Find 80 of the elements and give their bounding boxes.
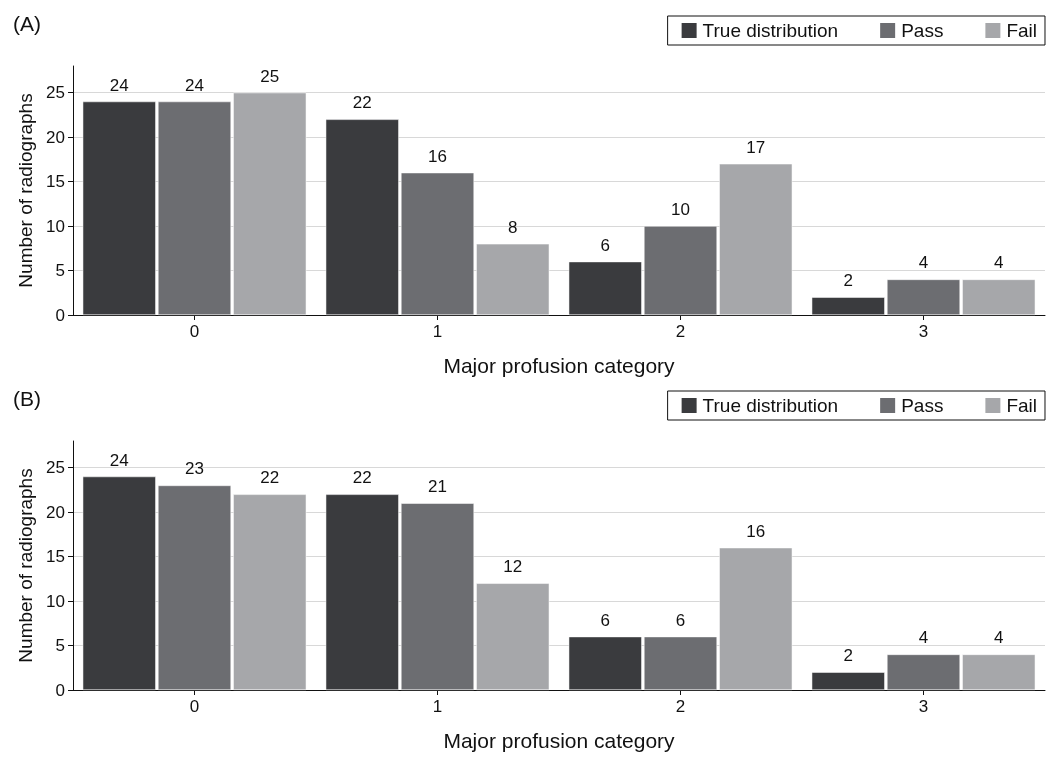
data-label: 10 (671, 200, 690, 220)
data-label: 22 (260, 468, 280, 488)
chart-title: (B) (13, 387, 41, 410)
y-tick-label: 25 (46, 458, 65, 478)
y-tick-label: 25 (46, 83, 65, 103)
bar (82, 476, 156, 690)
bar (568, 261, 642, 315)
bar (325, 494, 399, 690)
bar (962, 654, 1036, 690)
bar (719, 163, 793, 315)
legend-label: Fail (1006, 395, 1038, 416)
x-tick-label: 3 (918, 697, 929, 716)
data-label: 21 (428, 477, 447, 497)
y-tick-label: 15 (46, 172, 65, 192)
bar (325, 119, 399, 315)
data-label: 6 (600, 610, 610, 630)
x-tick-label: 1 (432, 697, 443, 716)
y-tick-label: 20 (46, 502, 65, 522)
bar (157, 101, 232, 315)
x-tick-label: 1 (432, 322, 443, 341)
data-label: 16 (428, 146, 447, 166)
bar (82, 101, 156, 315)
legend-label: Pass (901, 20, 944, 41)
data-label: 8 (508, 217, 518, 237)
legend-label: True distribution (702, 20, 839, 41)
data-label: 4 (994, 253, 1004, 273)
data-label: 2 (843, 271, 853, 291)
y-tick-label: 15 (46, 547, 65, 567)
bar (476, 583, 550, 690)
x-tick-label: 0 (189, 697, 200, 716)
bar (719, 547, 793, 690)
bar (886, 279, 961, 315)
y-tick-label: 10 (46, 591, 65, 611)
bar (643, 226, 718, 315)
x-tick-label: 2 (675, 697, 686, 716)
x-axis-title: Major profusion category (443, 354, 676, 377)
legend-label: Pass (901, 395, 944, 416)
x-tick-label: 3 (918, 322, 929, 341)
data-label: 2 (843, 646, 853, 666)
y-axis-title: Number of radiographs (15, 93, 36, 288)
x-tick-label: 2 (675, 322, 686, 341)
bar (811, 297, 885, 315)
bar (962, 279, 1036, 315)
data-label: 22 (352, 468, 372, 488)
x-axis-title: Major profusion category (443, 729, 676, 752)
data-label: 23 (185, 459, 204, 479)
data-label: 4 (994, 628, 1004, 648)
data-label: 4 (918, 253, 929, 273)
y-tick-label: 20 (46, 127, 65, 147)
bar (568, 636, 642, 690)
legend-label: True distribution (702, 395, 839, 416)
bar (157, 485, 232, 690)
data-label: 24 (185, 75, 204, 95)
bar (400, 503, 475, 690)
x-tick-label: 0 (189, 322, 200, 341)
data-label: 6 (600, 235, 610, 255)
legend-label: Fail (1006, 20, 1038, 41)
bar (643, 636, 718, 690)
y-axis-title: Number of radiographs (15, 468, 36, 663)
bar (476, 243, 550, 315)
data-label: 6 (675, 610, 686, 630)
y-tick-label: 10 (46, 216, 65, 236)
y-tick-label: 0 (55, 305, 65, 325)
data-label: 17 (746, 137, 766, 157)
y-tick-label: 5 (55, 261, 65, 281)
bar (233, 494, 307, 690)
data-label: 24 (109, 450, 129, 470)
data-label: 22 (352, 93, 372, 113)
data-label: 4 (918, 628, 929, 648)
chart-title: (A) (13, 12, 41, 35)
bar (233, 92, 307, 315)
data-label: 16 (746, 521, 766, 541)
bar (886, 654, 961, 690)
data-label: 12 (503, 557, 523, 577)
data-label: 24 (109, 75, 129, 95)
y-tick-label: 5 (55, 636, 65, 656)
data-label: 25 (260, 66, 280, 86)
bar (811, 672, 885, 690)
y-tick-label: 0 (55, 680, 65, 700)
bar (400, 172, 475, 315)
